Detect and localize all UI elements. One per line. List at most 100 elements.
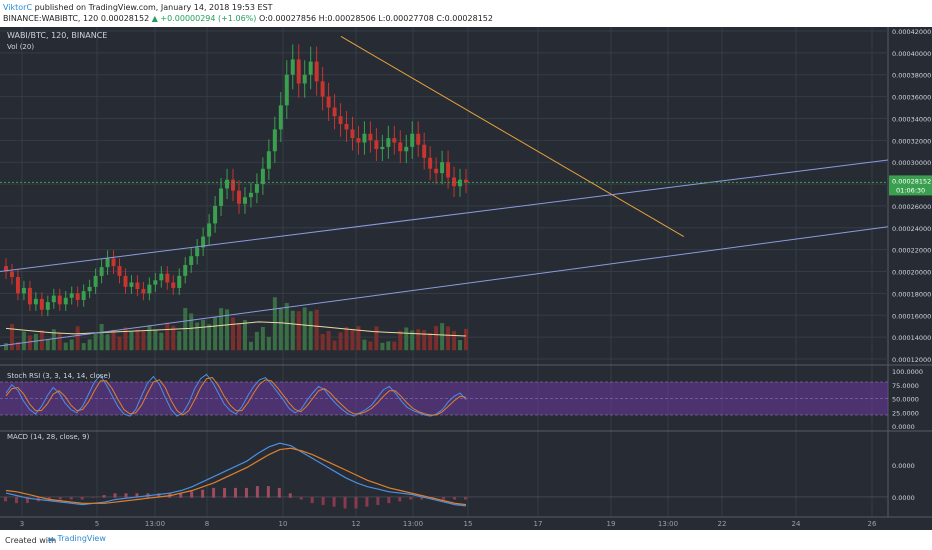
volume-bar [147, 325, 152, 351]
x-tick-label: 22 [718, 520, 727, 528]
macd-histogram-bar [354, 496, 358, 509]
candle-body [57, 295, 62, 305]
macd-histogram-bar [58, 496, 62, 500]
volume-bar [398, 330, 403, 351]
volume-bar [362, 339, 367, 351]
macd-histogram-bar [310, 496, 314, 504]
candle-body [129, 282, 134, 287]
candle-body [422, 144, 427, 158]
y-tick-label: 0.00042000 [892, 28, 931, 36]
stoch-label: Stoch RSI (3, 3, 14, 14, close) [7, 372, 111, 380]
volume-bar [254, 331, 259, 351]
candle-body [21, 287, 26, 294]
candle-body [99, 267, 104, 276]
volume-bar [207, 324, 212, 351]
volume-bar [266, 336, 271, 351]
volume-bar [195, 322, 200, 351]
candle-body [81, 291, 86, 300]
volume-bar [458, 339, 463, 351]
chart-area[interactable]: 3 5 13:00 8 10 12 13:00 15 17 19 13:00 22 24 26 100.0… [0, 27, 932, 530]
stoch-d-line [5, 377, 467, 416]
candle-body [410, 133, 415, 147]
macd-histogram-bar [223, 487, 227, 498]
candle-body [165, 273, 170, 283]
x-tick-label: 10 [279, 520, 288, 528]
volume-bar [410, 330, 415, 351]
volume-bar [165, 322, 170, 351]
volume-bar [452, 330, 457, 351]
candle-body [350, 129, 355, 139]
macd-histogram-bar [453, 496, 457, 500]
author-link[interactable]: ViktorC [3, 3, 33, 12]
candle-body [332, 107, 337, 117]
macd-line [5, 442, 467, 507]
macd-histogram-bar [398, 496, 402, 502]
y-tick-label: 0.00040000 [892, 50, 931, 58]
x-tick-label: 13:00 [403, 520, 423, 528]
volume-bar [434, 326, 439, 351]
candle-body [254, 184, 259, 193]
volume-bar [153, 329, 158, 351]
candle-body [123, 275, 128, 287]
candle-body [236, 190, 241, 204]
candle-body [278, 105, 283, 130]
signal-line [5, 447, 467, 506]
created-with-text: Created with [5, 536, 57, 545]
symbol-text: BINANCE:WABIBTC, 120 [3, 14, 99, 23]
x-tick-label: 12 [352, 520, 361, 528]
trendline-support-lower [0, 226, 889, 347]
volume-bar [69, 339, 74, 351]
volume-bar [350, 328, 355, 351]
volume-bar [314, 309, 319, 351]
macd-histogram-bar [80, 496, 84, 500]
volume-bar [422, 330, 427, 351]
stoch-tick-label: 100.0000 [892, 368, 923, 376]
candle-body [458, 179, 463, 187]
brand-text: TradingView [57, 534, 106, 543]
volume-bar [248, 341, 253, 351]
volume-bar [213, 316, 218, 351]
last-price-text: 0.00028152 [892, 177, 931, 185]
macd-histogram-bar [69, 496, 73, 500]
candle-body [398, 142, 403, 152]
volume-bar [392, 341, 397, 351]
candle-body [171, 282, 176, 288]
volume-bar [338, 332, 343, 351]
tradingview-logo[interactable]: ☁ TradingView [47, 534, 106, 543]
volume-bar [464, 328, 468, 351]
y-tick-label: 0.00038000 [892, 72, 931, 80]
chart-svg[interactable]: 3 5 13:00 8 10 12 13:00 15 17 19 13:00 22 24 26 100.0… [0, 27, 932, 530]
volume-bar [4, 343, 8, 351]
candle-body [213, 205, 218, 224]
candle-body [242, 197, 247, 204]
volume-label: Vol (20) [7, 43, 34, 51]
volume-bar [189, 313, 194, 351]
volume-bar [236, 323, 241, 351]
volume-bar [177, 331, 182, 351]
volume-bar [440, 323, 445, 351]
volume-bar [428, 332, 433, 351]
macd-histogram-bar [124, 493, 128, 498]
volume-bar [183, 308, 188, 351]
volume-bar [21, 331, 26, 351]
macd-histogram-bar [234, 487, 237, 498]
candle-body [290, 59, 295, 75]
candle-body [320, 81, 325, 97]
volume-bar [123, 327, 128, 351]
trendlines[interactable] [0, 36, 889, 347]
change-value: +0.00000294 (+1.06%) [160, 14, 257, 23]
macd-histogram-bar [387, 496, 391, 504]
y-tick-label: 0.00020000 [892, 269, 931, 277]
volume-bar [284, 303, 289, 351]
volume-bar [57, 333, 62, 351]
macd-histogram-bar [321, 496, 325, 505]
publish-line: ViktorC published on TradingView.com, Ja… [3, 3, 273, 12]
candle-body [362, 133, 367, 143]
y-tick-label: 0.00026000 [892, 203, 931, 211]
candle-body [302, 74, 307, 84]
macd-histogram-bar [442, 496, 446, 500]
price-axes: 0.00042000 0.00040000 0.00038000 0.00036000… [0, 28, 932, 364]
volume-bar [87, 339, 92, 351]
macd-histogram-bar [255, 486, 259, 498]
candle-body [105, 258, 110, 268]
